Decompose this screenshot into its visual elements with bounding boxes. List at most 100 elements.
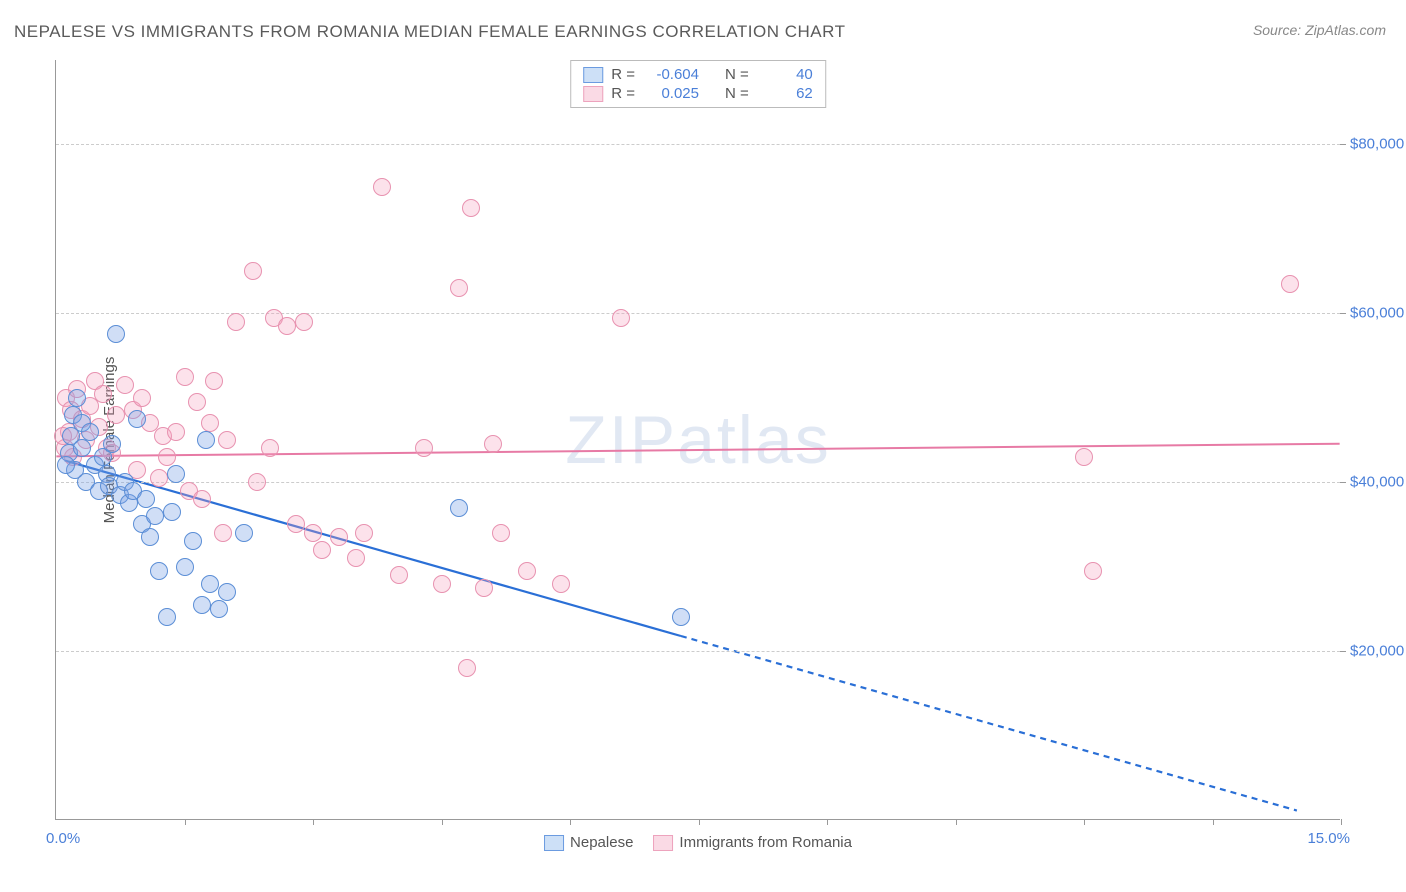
data-point	[116, 376, 134, 394]
data-point	[330, 528, 348, 546]
correlation-legend: R = -0.604 N = 40 R = 0.025 N = 62	[570, 60, 826, 108]
data-point	[184, 532, 202, 550]
gridline	[56, 144, 1340, 145]
data-point	[158, 608, 176, 626]
data-point	[218, 583, 236, 601]
r-value-s1: -0.604	[643, 66, 699, 83]
n-value-s1: 40	[757, 66, 813, 83]
data-point	[484, 435, 502, 453]
data-point	[218, 431, 236, 449]
n-value-s2: 62	[757, 85, 813, 102]
y-tick	[1340, 651, 1346, 652]
data-point	[1084, 562, 1102, 580]
data-point	[214, 524, 232, 542]
data-point	[295, 313, 313, 331]
x-tick	[570, 819, 571, 825]
x-axis-min-label: 0.0%	[46, 830, 80, 847]
data-point	[672, 608, 690, 626]
legend-label-s1: Nepalese	[570, 834, 633, 851]
x-tick	[185, 819, 186, 825]
data-point	[235, 524, 253, 542]
data-point	[57, 456, 75, 474]
n-label: N =	[725, 66, 749, 83]
data-point	[415, 439, 433, 457]
data-point	[94, 385, 112, 403]
data-point	[107, 325, 125, 343]
x-tick	[313, 819, 314, 825]
legend-item-s2: Immigrants from Romania	[653, 834, 852, 851]
data-point	[146, 507, 164, 525]
data-point	[201, 575, 219, 593]
data-point	[176, 368, 194, 386]
data-point	[133, 389, 151, 407]
y-tick-label: $80,000	[1350, 136, 1406, 153]
data-point	[163, 503, 181, 521]
x-tick	[1084, 819, 1085, 825]
data-point	[492, 524, 510, 542]
data-point	[197, 431, 215, 449]
plot-area: Median Female Earnings ZIPatlas R = -0.6…	[55, 60, 1340, 820]
data-point	[261, 439, 279, 457]
series-legend: Nepalese Immigrants from Romania	[544, 834, 852, 851]
data-point	[390, 566, 408, 584]
data-point	[167, 423, 185, 441]
data-point	[81, 423, 99, 441]
x-axis-max-label: 15.0%	[1307, 830, 1350, 847]
data-point	[193, 490, 211, 508]
y-tick	[1340, 144, 1346, 145]
data-point	[205, 372, 223, 390]
swatch-s1	[583, 67, 603, 83]
data-point	[355, 524, 373, 542]
data-point	[248, 473, 266, 491]
y-tick	[1340, 313, 1346, 314]
watermark: ZIPatlas	[565, 401, 830, 479]
data-point	[373, 178, 391, 196]
source-label: Source: ZipAtlas.com	[1253, 22, 1386, 38]
data-point	[141, 528, 159, 546]
data-point	[201, 414, 219, 432]
legend-row-s2: R = 0.025 N = 62	[583, 84, 813, 103]
data-point	[462, 199, 480, 217]
x-tick	[699, 819, 700, 825]
data-point	[450, 279, 468, 297]
data-point	[1075, 448, 1093, 466]
data-point	[1281, 275, 1299, 293]
y-tick-label: $60,000	[1350, 305, 1406, 322]
r-value-s2: 0.025	[643, 85, 699, 102]
data-point	[518, 562, 536, 580]
swatch-s2	[583, 86, 603, 102]
legend-item-s1: Nepalese	[544, 834, 633, 851]
x-tick	[1341, 819, 1342, 825]
swatch-s2	[653, 835, 673, 851]
swatch-s1	[544, 835, 564, 851]
data-point	[287, 515, 305, 533]
data-point	[150, 562, 168, 580]
x-tick	[827, 819, 828, 825]
y-tick	[1340, 482, 1346, 483]
data-point	[458, 659, 476, 677]
data-point	[552, 575, 570, 593]
data-point	[278, 317, 296, 335]
gridline	[56, 313, 1340, 314]
x-tick	[956, 819, 957, 825]
data-point	[450, 499, 468, 517]
data-point	[103, 435, 121, 453]
x-tick	[442, 819, 443, 825]
data-point	[347, 549, 365, 567]
chart-title: NEPALESE VS IMMIGRANTS FROM ROMANIA MEDI…	[14, 22, 845, 42]
data-point	[193, 596, 211, 614]
data-point	[73, 439, 91, 457]
trend-lines	[56, 60, 1340, 819]
y-tick-label: $40,000	[1350, 474, 1406, 491]
legend-label-s2: Immigrants from Romania	[679, 834, 852, 851]
gridline	[56, 651, 1340, 652]
data-point	[244, 262, 262, 280]
data-point	[433, 575, 451, 593]
data-point	[68, 389, 86, 407]
data-point	[137, 490, 155, 508]
data-point	[188, 393, 206, 411]
data-point	[158, 448, 176, 466]
data-point	[475, 579, 493, 597]
r-label: R =	[611, 85, 635, 102]
data-point	[128, 410, 146, 428]
